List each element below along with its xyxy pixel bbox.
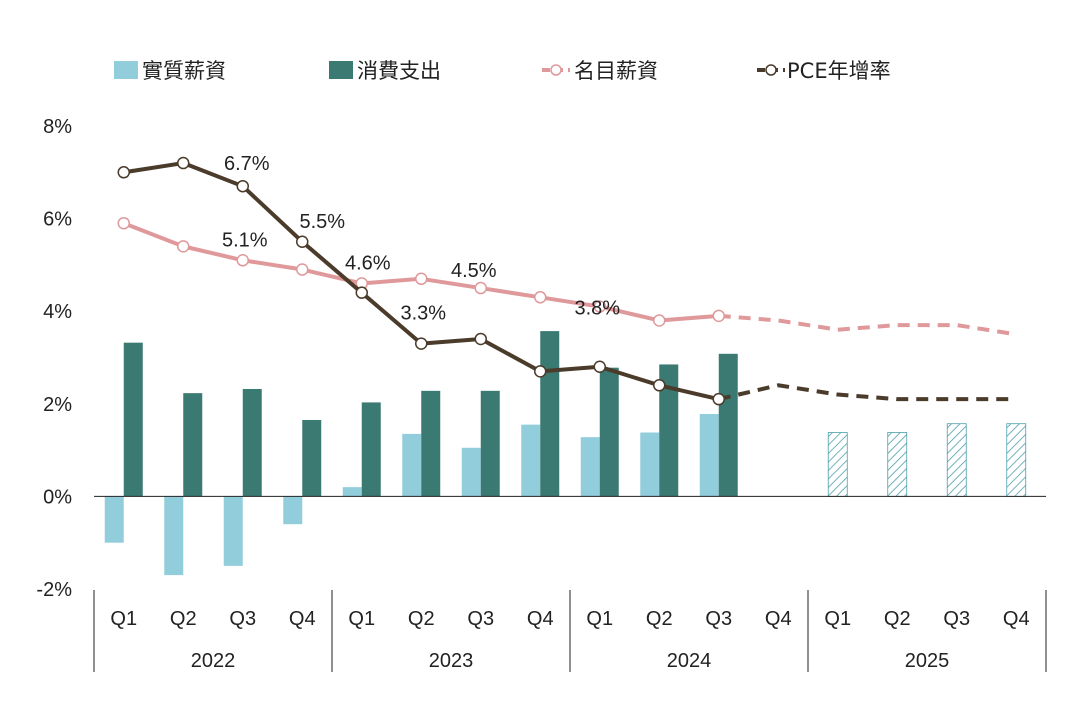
x-tick-label: Q1 (586, 608, 613, 630)
y-tick-label: 2% (43, 394, 72, 416)
x-tick-label: Q3 (467, 608, 494, 630)
x-year-label: 2024 (667, 650, 712, 672)
bar-consumer-spending (242, 388, 262, 497)
line-series-group (117, 156, 1017, 406)
bar-consumer-spending (302, 420, 322, 497)
bar-real-wage (640, 432, 660, 497)
y-tick-label: 4% (43, 301, 72, 323)
nominal-wage-point (593, 300, 606, 313)
nominal-wage-point (474, 281, 487, 295)
bar-real-wage (283, 496, 303, 525)
legend-label-pce: PCE年增率 (787, 59, 891, 83)
nominal-wage-point (653, 314, 666, 327)
x-year-label: 2023 (429, 650, 474, 672)
legend-label-nominal-wage: 名目薪資 (574, 59, 658, 83)
bar-real-wage (164, 496, 184, 576)
y-tick-label: 6% (43, 209, 72, 231)
bar-real-wage (521, 424, 541, 497)
bar-real-wage (461, 447, 481, 497)
bar-series-group (104, 331, 1027, 576)
nominal-wage-point (236, 254, 249, 267)
data-label: 3.3% (400, 303, 446, 325)
x-tick-label: Q3 (705, 608, 732, 630)
x-tick-label: Q2 (646, 608, 673, 630)
bar-consumer-spending (599, 367, 619, 497)
nominal-wage-point (117, 216, 130, 230)
nominal-wage-point (415, 272, 428, 286)
pce-point (474, 332, 487, 346)
x-tick-label: Q4 (765, 608, 792, 630)
bar-real-wage (223, 496, 243, 566)
pce-point (117, 166, 130, 179)
pce-point (296, 235, 309, 248)
x-tick-label: Q4 (527, 608, 554, 630)
x-tick-label: Q2 (884, 608, 911, 630)
bar-real-wage-forecast (887, 432, 908, 497)
nominal-wage-point (712, 309, 725, 323)
bar-consumer-spending (540, 331, 560, 497)
x-year-label: 2022 (191, 650, 236, 672)
nominal-wage-line-forecast (718, 313, 1017, 337)
x-tick-label: Q1 (348, 608, 375, 630)
bar-real-wage (580, 437, 600, 497)
legend-label-consumer-spending: 消費支出 (357, 59, 441, 83)
data-label: 4.6% (345, 252, 391, 274)
x-tick-label: Q2 (408, 608, 435, 630)
bar-consumer-spending (659, 364, 679, 497)
bar-consumer-spending (183, 393, 203, 497)
pce-point (593, 360, 606, 374)
data-label: 4.5% (451, 260, 497, 282)
pce-point (415, 337, 428, 350)
pce-point (236, 179, 249, 193)
bar-real-wage-forecast (1006, 423, 1027, 497)
legend-marker-pce (765, 64, 777, 76)
y-tick-label: 8% (43, 116, 72, 138)
x-tick-label: Q3 (229, 608, 256, 630)
bar-consumer-spending (123, 342, 143, 497)
data-label: 3.8% (574, 297, 620, 319)
chart-legend: 實質薪資 消費支出 名目薪資 PCE年增率 (114, 59, 891, 83)
x-tick-label: Q1 (824, 608, 851, 630)
nominal-wage-point (534, 291, 547, 304)
legend-swatch-real-wage (114, 61, 138, 79)
bar-real-wage (104, 496, 124, 543)
bar-consumer-spending (718, 353, 738, 497)
legend-label-real-wage: 實質薪資 (142, 59, 226, 83)
bar-consumer-spending (361, 402, 381, 497)
x-axis: Q1 Q2 Q3 Q4 Q1 Q2 Q3 Q4 Q1 Q2 Q3 Q4 Q1 Q2 Q3 Q4 2022 2023… (93, 590, 1047, 672)
y-tick-label: 0% (43, 486, 72, 508)
x-tick-label: Q4 (289, 608, 316, 630)
data-label: 5.5% (299, 211, 345, 233)
x-tick-label: Q3 (943, 608, 970, 630)
y-tick-label: -2% (36, 579, 72, 601)
x-tick-label: Q2 (170, 608, 197, 630)
x-tick-label: Q4 (1003, 608, 1030, 630)
bar-real-wage (699, 413, 719, 497)
pce-point (177, 156, 190, 170)
x-tick-label: Q1 (110, 608, 137, 630)
x-year-label: 2025 (905, 650, 950, 672)
pce-point (534, 365, 547, 378)
nominal-wage-point (177, 240, 190, 253)
nominal-wage-point (296, 263, 309, 276)
pce-line-forecast (718, 383, 1017, 402)
bar-real-wage (402, 433, 422, 497)
legend-swatch-consumer-spending (329, 61, 353, 79)
pce-point (653, 379, 666, 392)
bar-real-wage-forecast (827, 432, 848, 497)
data-labels: 6.7% 5.5% 5.1% 4.6% 3.3%4.5% 3.8% (222, 153, 620, 324)
data-label: 5.1% (222, 229, 268, 251)
bar-consumer-spending (480, 390, 500, 497)
y-axis: -2% 0% 2% 4% 6% 8% (36, 116, 72, 601)
data-label: 6.7% (224, 153, 270, 175)
pce-point (712, 392, 725, 406)
pce-point (355, 286, 368, 299)
legend-marker-nominal-wage (550, 64, 562, 76)
bar-real-wage-forecast (946, 423, 967, 497)
bar-consumer-spending (421, 390, 441, 497)
bar-real-wage (342, 487, 362, 497)
